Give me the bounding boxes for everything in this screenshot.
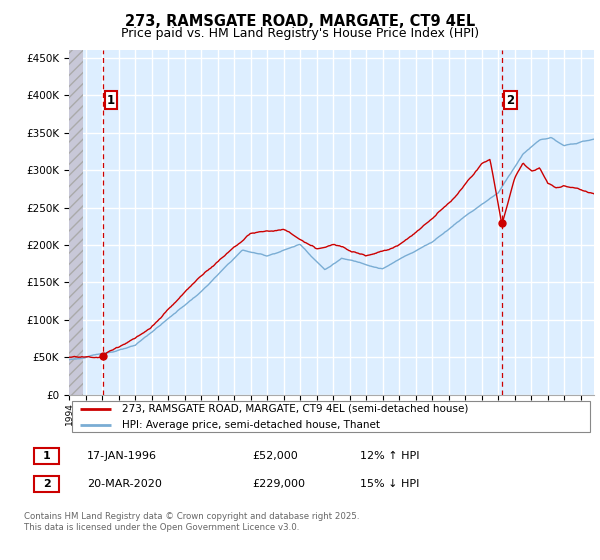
Text: 12% ↑ HPI: 12% ↑ HPI [360,451,419,461]
FancyBboxPatch shape [34,477,59,492]
Text: 20-MAR-2020: 20-MAR-2020 [87,479,162,489]
FancyBboxPatch shape [34,449,59,464]
Text: 1: 1 [107,94,115,107]
Text: 15% ↓ HPI: 15% ↓ HPI [360,479,419,489]
Text: 2: 2 [506,94,514,107]
Bar [69,50,83,395]
Text: 1: 1 [43,451,50,461]
Text: £52,000: £52,000 [252,451,298,461]
Text: 2: 2 [43,479,50,489]
Text: HPI: Average price, semi-detached house, Thanet: HPI: Average price, semi-detached house,… [121,419,380,430]
Text: Price paid vs. HM Land Registry's House Price Index (HPI): Price paid vs. HM Land Registry's House … [121,27,479,40]
Text: 17-JAN-1996: 17-JAN-1996 [87,451,157,461]
Text: £229,000: £229,000 [252,479,305,489]
Text: 273, RAMSGATE ROAD, MARGATE, CT9 4EL: 273, RAMSGATE ROAD, MARGATE, CT9 4EL [125,14,475,29]
Text: Contains HM Land Registry data © Crown copyright and database right 2025.
This d: Contains HM Land Registry data © Crown c… [24,512,359,532]
Text: 273, RAMSGATE ROAD, MARGATE, CT9 4EL (semi-detached house): 273, RAMSGATE ROAD, MARGATE, CT9 4EL (se… [121,404,468,414]
FancyBboxPatch shape [71,401,590,432]
